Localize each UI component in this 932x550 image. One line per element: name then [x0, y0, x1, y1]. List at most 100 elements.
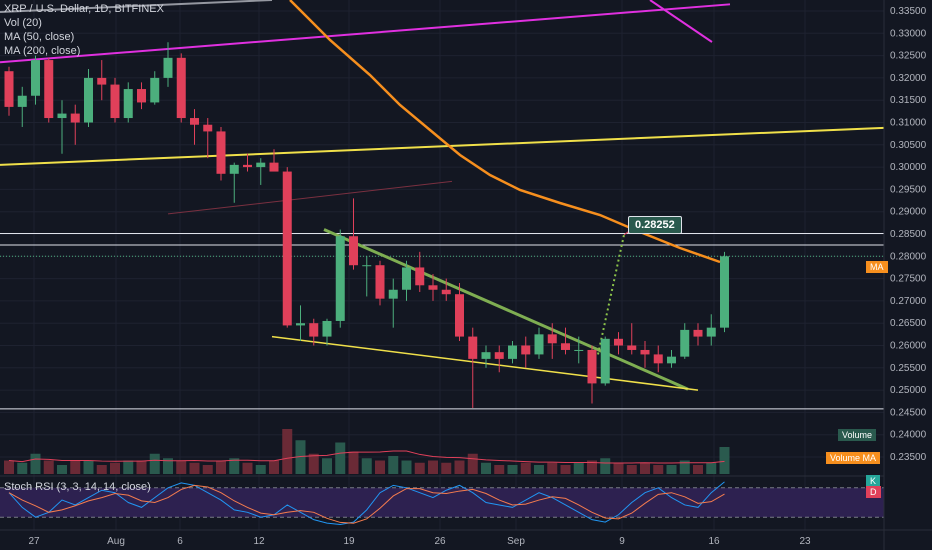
volume-bar	[560, 465, 571, 474]
time-tick-label: Aug	[107, 536, 125, 547]
wedge-lower-line	[271, 335, 699, 391]
candle-down	[587, 349, 597, 384]
candle-down	[494, 352, 504, 359]
candle-down	[428, 285, 438, 290]
volume-bar	[83, 460, 94, 474]
faint-trendline	[167, 180, 453, 215]
volume-bar	[229, 458, 240, 474]
trendline-drawings[interactable]	[0, 0, 885, 391]
price-tick-label: 0.33000	[890, 28, 927, 39]
candle-up	[229, 164, 239, 174]
volume-bar	[613, 462, 624, 474]
symbol-title: XRP / U.S. Dollar, 1D, BITFINEX	[4, 3, 164, 15]
volume-bar	[706, 462, 717, 474]
candle-down	[441, 289, 451, 295]
price-tick-label: 0.27000	[890, 296, 927, 307]
volume-bar	[401, 460, 412, 474]
candle-up	[84, 77, 93, 123]
time-tick-label: 6	[177, 536, 183, 547]
price-tick-label: 0.31000	[890, 118, 927, 129]
grid-lines	[0, 0, 884, 530]
d-badge: D	[866, 486, 881, 498]
price-tick-label: 0.28000	[890, 251, 927, 262]
candle-up	[534, 334, 544, 355]
price-tick-label: 0.33500	[890, 6, 927, 17]
candle-down	[309, 323, 319, 337]
volume-bar	[454, 460, 465, 474]
candle-down	[521, 345, 531, 355]
candle-up	[706, 327, 716, 337]
candle-down	[561, 343, 570, 350]
candle-down	[97, 77, 107, 85]
time-tick-label: 9	[619, 536, 625, 547]
time-tick-label: 23	[799, 536, 811, 547]
volume-bar	[481, 462, 491, 474]
candle-down	[44, 60, 54, 119]
price-tick-label: 0.23500	[890, 452, 927, 463]
volume-bar	[96, 465, 107, 474]
candle-down	[243, 164, 252, 168]
candle-down	[269, 162, 279, 172]
volume-bar	[494, 465, 505, 474]
volume-bar	[679, 460, 690, 474]
price-tick-label: 0.30000	[890, 162, 927, 173]
candle-down	[282, 171, 292, 326]
volume-bar	[375, 460, 385, 474]
stoch-d-line	[8, 484, 725, 524]
price-tick-label: 0.29500	[890, 184, 927, 195]
volume-bar	[30, 453, 41, 474]
price-callout[interactable]: 0.28252	[628, 216, 682, 234]
candle-up	[574, 349, 584, 351]
volume-bar	[295, 440, 306, 474]
candles	[4, 42, 729, 408]
candle-down	[468, 336, 478, 359]
candle-up	[31, 60, 40, 96]
volume-bar	[308, 453, 319, 474]
wedge-upper-line	[323, 228, 689, 391]
volume-bar	[693, 465, 703, 474]
volume-ma-tag: Volume MA	[826, 452, 881, 464]
candle-up	[481, 352, 491, 359]
chart-legend: XRP / U.S. Dollar, 1D, BITFINEX Vol (20)…	[4, 2, 164, 58]
volume-bar	[242, 462, 253, 474]
candle-down	[349, 236, 358, 266]
grey-trendline	[0, 0, 273, 13]
candle-down	[627, 345, 637, 350]
candle-down	[4, 71, 14, 107]
ma200-segment	[649, 0, 713, 43]
volume-bar	[534, 465, 544, 474]
k-badge: K	[866, 475, 881, 487]
price-tick-label: 0.25000	[890, 385, 927, 396]
price-axis[interactable]: 0.33500 0.33000 0.32500 0.32000 0.31500 0.310…	[883, 0, 932, 550]
volume-bar	[176, 460, 187, 474]
price-tick-label: 0.24500	[890, 407, 927, 418]
candle-down	[653, 354, 663, 364]
volume-bar	[640, 462, 650, 474]
time-tick-label: 12	[253, 536, 265, 547]
candle-up	[322, 320, 332, 337]
stoch-rsi-label: Stoch RSI (3, 3, 14, 14, close)	[4, 481, 151, 493]
price-tick-label: 0.26500	[890, 318, 927, 329]
volume-bar	[520, 462, 531, 474]
price-tick-label: 0.27500	[890, 274, 927, 285]
volume-bar	[600, 458, 611, 474]
candle-up	[362, 265, 372, 267]
time-tick-label: Sep	[507, 536, 525, 547]
volume-bar	[110, 462, 120, 474]
price-tick-label: 0.30500	[890, 140, 927, 151]
candle-down	[455, 294, 464, 337]
time-axis[interactable]: 27 Aug 6 12 19 26 Sep 9 16 23	[0, 529, 932, 547]
volume-bar	[388, 456, 399, 474]
price-tick-label: 0.29000	[890, 207, 927, 218]
candle-up	[667, 356, 676, 364]
stoch-rsi-pane: 100.0050.000.00	[0, 473, 921, 533]
candle-down	[176, 57, 186, 119]
volume-bar	[348, 451, 359, 474]
volume-bar	[322, 458, 332, 474]
volume-bar	[441, 462, 452, 474]
volume-tag: Volume	[838, 429, 877, 441]
volume-bar	[149, 453, 160, 474]
price-tick-label: 0.26000	[890, 341, 927, 352]
volume-ma-line	[8, 450, 725, 464]
